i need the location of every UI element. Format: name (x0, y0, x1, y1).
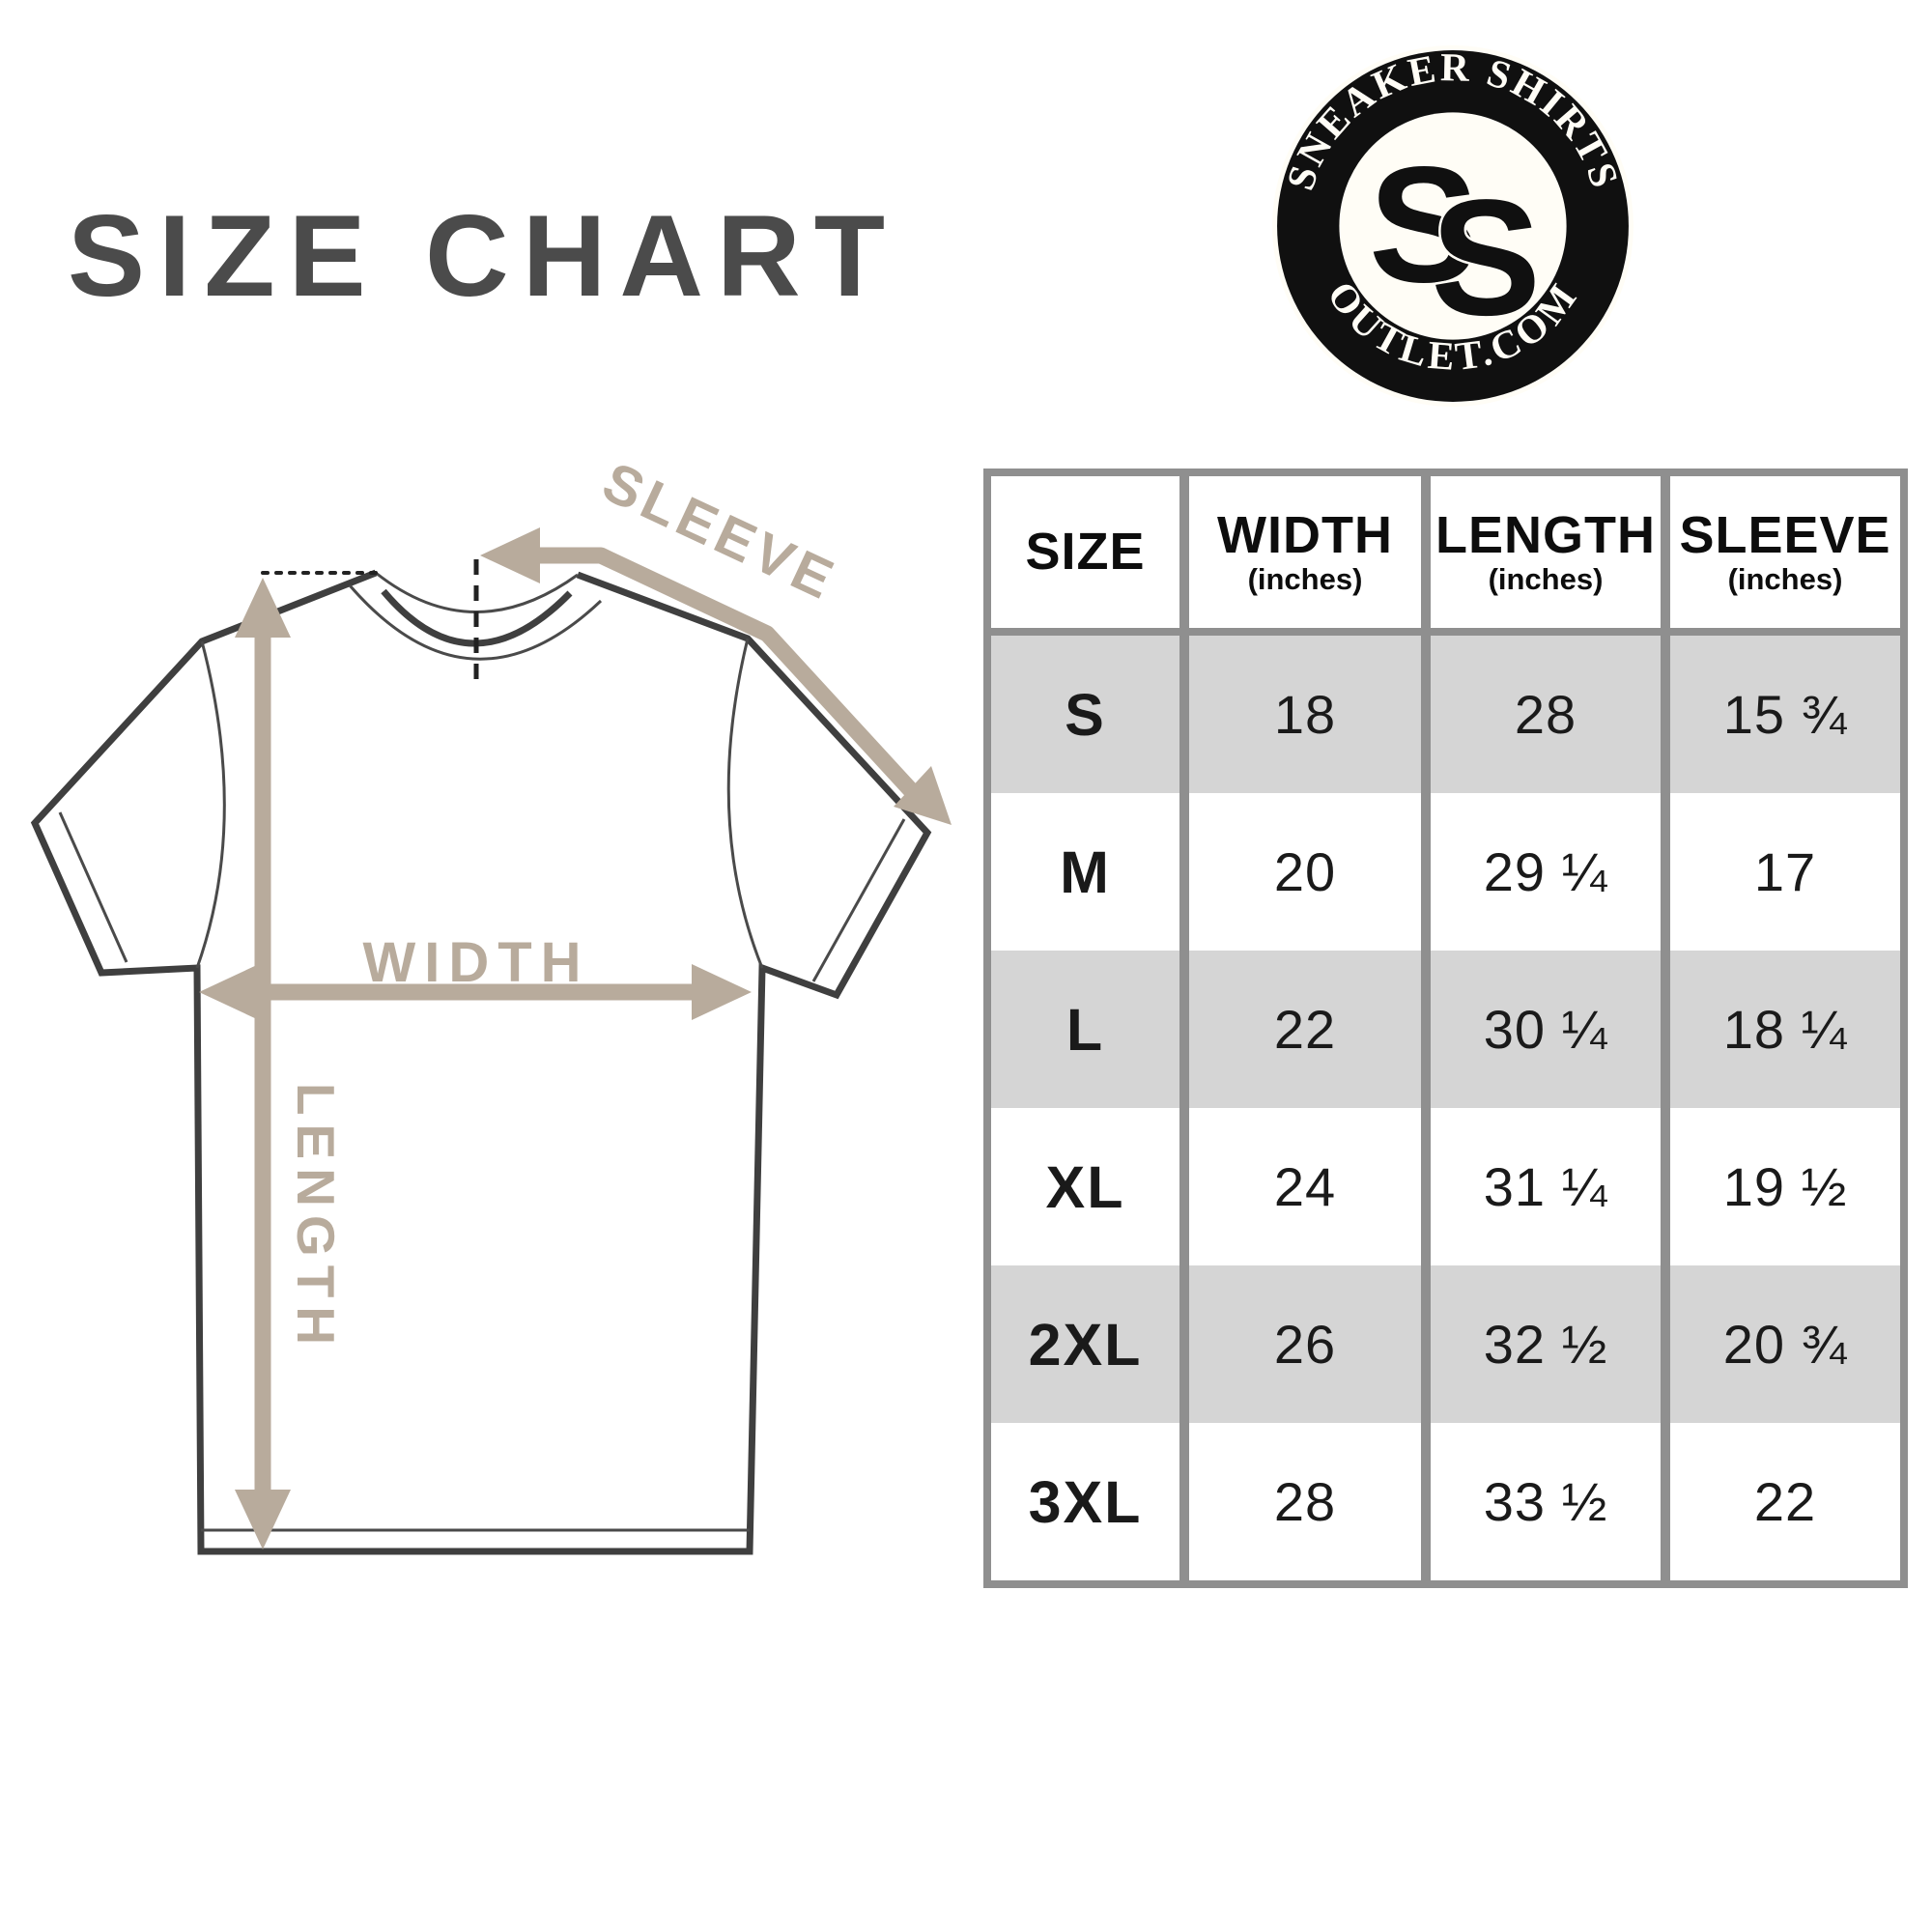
left-armhole-seam (195, 640, 226, 969)
right-cuff-hem (811, 818, 906, 982)
table-cell-width: 18 (1189, 636, 1421, 793)
collar-rib (381, 588, 573, 647)
table-cell-size: S (991, 636, 1179, 793)
monogram-s-icon: S (1369, 132, 1479, 317)
column-header-width: WIDTH (inches) (1189, 476, 1421, 636)
sleeve-arrow (480, 527, 952, 825)
table-cell-size: L (991, 951, 1179, 1108)
column-header-sub: (inches) (1247, 561, 1363, 596)
table-cell-size: XL (991, 1108, 1179, 1265)
table-cell-width: 26 (1189, 1265, 1421, 1423)
table-cell-length: 33 ½ (1431, 1423, 1661, 1580)
table-cell-length: 28 (1431, 636, 1661, 793)
table-cell-width: 20 (1189, 793, 1421, 951)
left-cuff-hem (58, 811, 128, 963)
table-cell-sleeve: 19 ½ (1670, 1108, 1900, 1265)
tshirt-outline (30, 569, 932, 1555)
column-header-sub: (inches) (1727, 561, 1843, 596)
page-title: SIZE CHART (68, 191, 898, 321)
table-cell-width: 28 (1189, 1423, 1421, 1580)
logo-inner-disc (1339, 112, 1567, 340)
table-cell-width: 22 (1189, 951, 1421, 1108)
logo-monogram: S S (1366, 130, 1543, 353)
arrowhead-up-icon (235, 578, 291, 638)
column-header-length: LENGTH (inches) (1431, 476, 1661, 636)
tshirt-diagram: WIDTH LENGTH SLEEVE (30, 450, 952, 1555)
column-header-label: SIZE (1025, 523, 1146, 582)
right-armhole-seam (726, 638, 764, 969)
length-label: LENGTH (286, 1083, 346, 1353)
arrowhead-diagonal-icon (894, 766, 952, 825)
column-header-label: WIDTH (1217, 506, 1393, 565)
table-cell-sleeve: 15 ¾ (1670, 636, 1900, 793)
monogram-s-icon: S (1431, 165, 1541, 350)
width-label: WIDTH (362, 931, 589, 994)
table-cell-size: 2XL (991, 1265, 1179, 1423)
arrowhead-left-icon (199, 964, 259, 1020)
table-cell-sleeve: 22 (1670, 1423, 1900, 1580)
table-cell-size: 3XL (991, 1423, 1179, 1580)
column-header-size: SIZE (991, 476, 1179, 636)
table-cell-length: 29 ¼ (1431, 793, 1661, 951)
width-arrow (199, 964, 752, 1020)
sleeve-label: SLEEVE (593, 450, 846, 612)
table-cell-width: 24 (1189, 1108, 1421, 1265)
table-cell-size: M (991, 793, 1179, 951)
table-cell-length: 32 ½ (1431, 1265, 1661, 1423)
table-cell-length: 31 ¼ (1431, 1108, 1661, 1265)
arrowhead-down-icon (235, 1490, 291, 1549)
table-cell-sleeve: 20 ¾ (1670, 1265, 1900, 1423)
column-header-sleeve: SLEEVE (inches) (1670, 476, 1900, 636)
column-header-sub: (inches) (1488, 561, 1604, 596)
length-arrow (235, 578, 291, 1549)
arrowhead-right-icon (692, 964, 752, 1020)
size-table: SIZE WIDTH (inches) LENGTH (inches) SLEE… (983, 469, 1908, 1588)
measurement-arrows (199, 527, 952, 1549)
table-cell-sleeve: 17 (1670, 793, 1900, 951)
column-header-label: SLEEVE (1679, 506, 1891, 565)
tshirt-body-fill (35, 573, 927, 1551)
column-header-label: LENGTH (1435, 506, 1656, 565)
arrowhead-left-icon (480, 527, 540, 583)
table-cell-length: 30 ¼ (1431, 951, 1661, 1108)
under-collar-seam (348, 584, 603, 661)
brand-logo: SNEAKER SHIRTS OUTLET.COM S S (1272, 44, 1634, 407)
table-cell-sleeve: 18 ¼ (1670, 951, 1900, 1108)
